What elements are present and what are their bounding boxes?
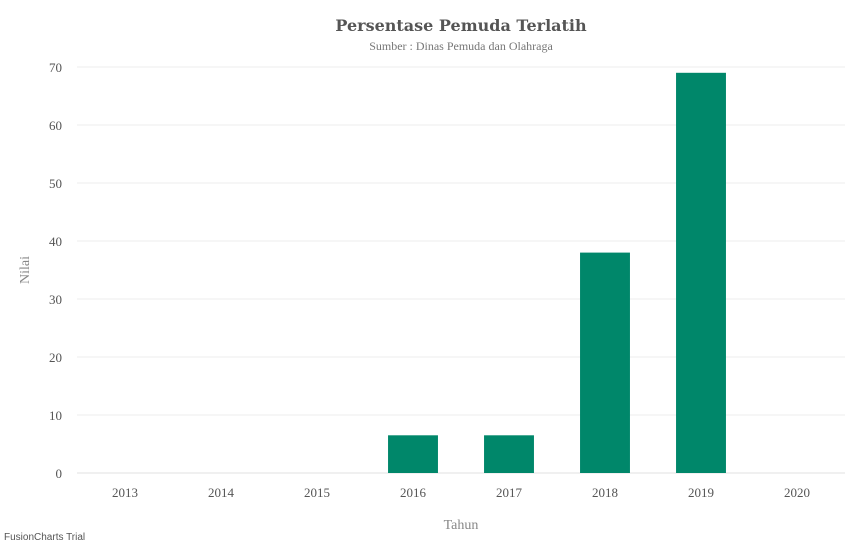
y-tick-label: 30 — [49, 292, 62, 307]
x-tick-label: 2015 — [304, 485, 330, 500]
y-tick-label: 10 — [49, 408, 62, 423]
x-tick-label: 2018 — [592, 485, 618, 500]
y-axis-label: Nilai — [18, 256, 33, 284]
bars — [388, 72, 726, 474]
y-tick-label: 70 — [49, 60, 62, 75]
x-tick-label: 2019 — [688, 485, 714, 500]
bar-2018[interactable] — [580, 252, 630, 473]
y-axis-ticks: 0 10 20 30 40 50 60 70 — [49, 60, 62, 481]
y-tick-label: 0 — [56, 466, 63, 481]
gridlines — [77, 66, 845, 474]
y-tick-label: 60 — [49, 118, 62, 133]
bar-2017[interactable] — [484, 435, 534, 473]
bar-2016[interactable] — [388, 435, 438, 473]
x-tick-label: 2016 — [400, 485, 427, 500]
chart-title: Persentase Pemuda Terlatih — [335, 16, 587, 35]
x-tick-label: 2020 — [784, 485, 810, 500]
chart-subtitle: Sumber : Dinas Pemuda dan Olahraga — [369, 39, 553, 53]
y-tick-label: 40 — [49, 234, 62, 249]
bar-2019[interactable] — [676, 72, 726, 474]
x-tick-label: 2013 — [112, 485, 138, 500]
x-axis-ticks: 2013 2014 2015 2016 2017 2018 2019 2020 — [112, 485, 810, 500]
x-axis-label: Tahun — [444, 518, 479, 533]
y-tick-label: 20 — [49, 350, 62, 365]
x-tick-label: 2014 — [208, 485, 235, 500]
watermark-text: FusionCharts Trial — [4, 532, 86, 543]
y-tick-label: 50 — [49, 176, 62, 191]
x-tick-label: 2017 — [496, 485, 523, 500]
